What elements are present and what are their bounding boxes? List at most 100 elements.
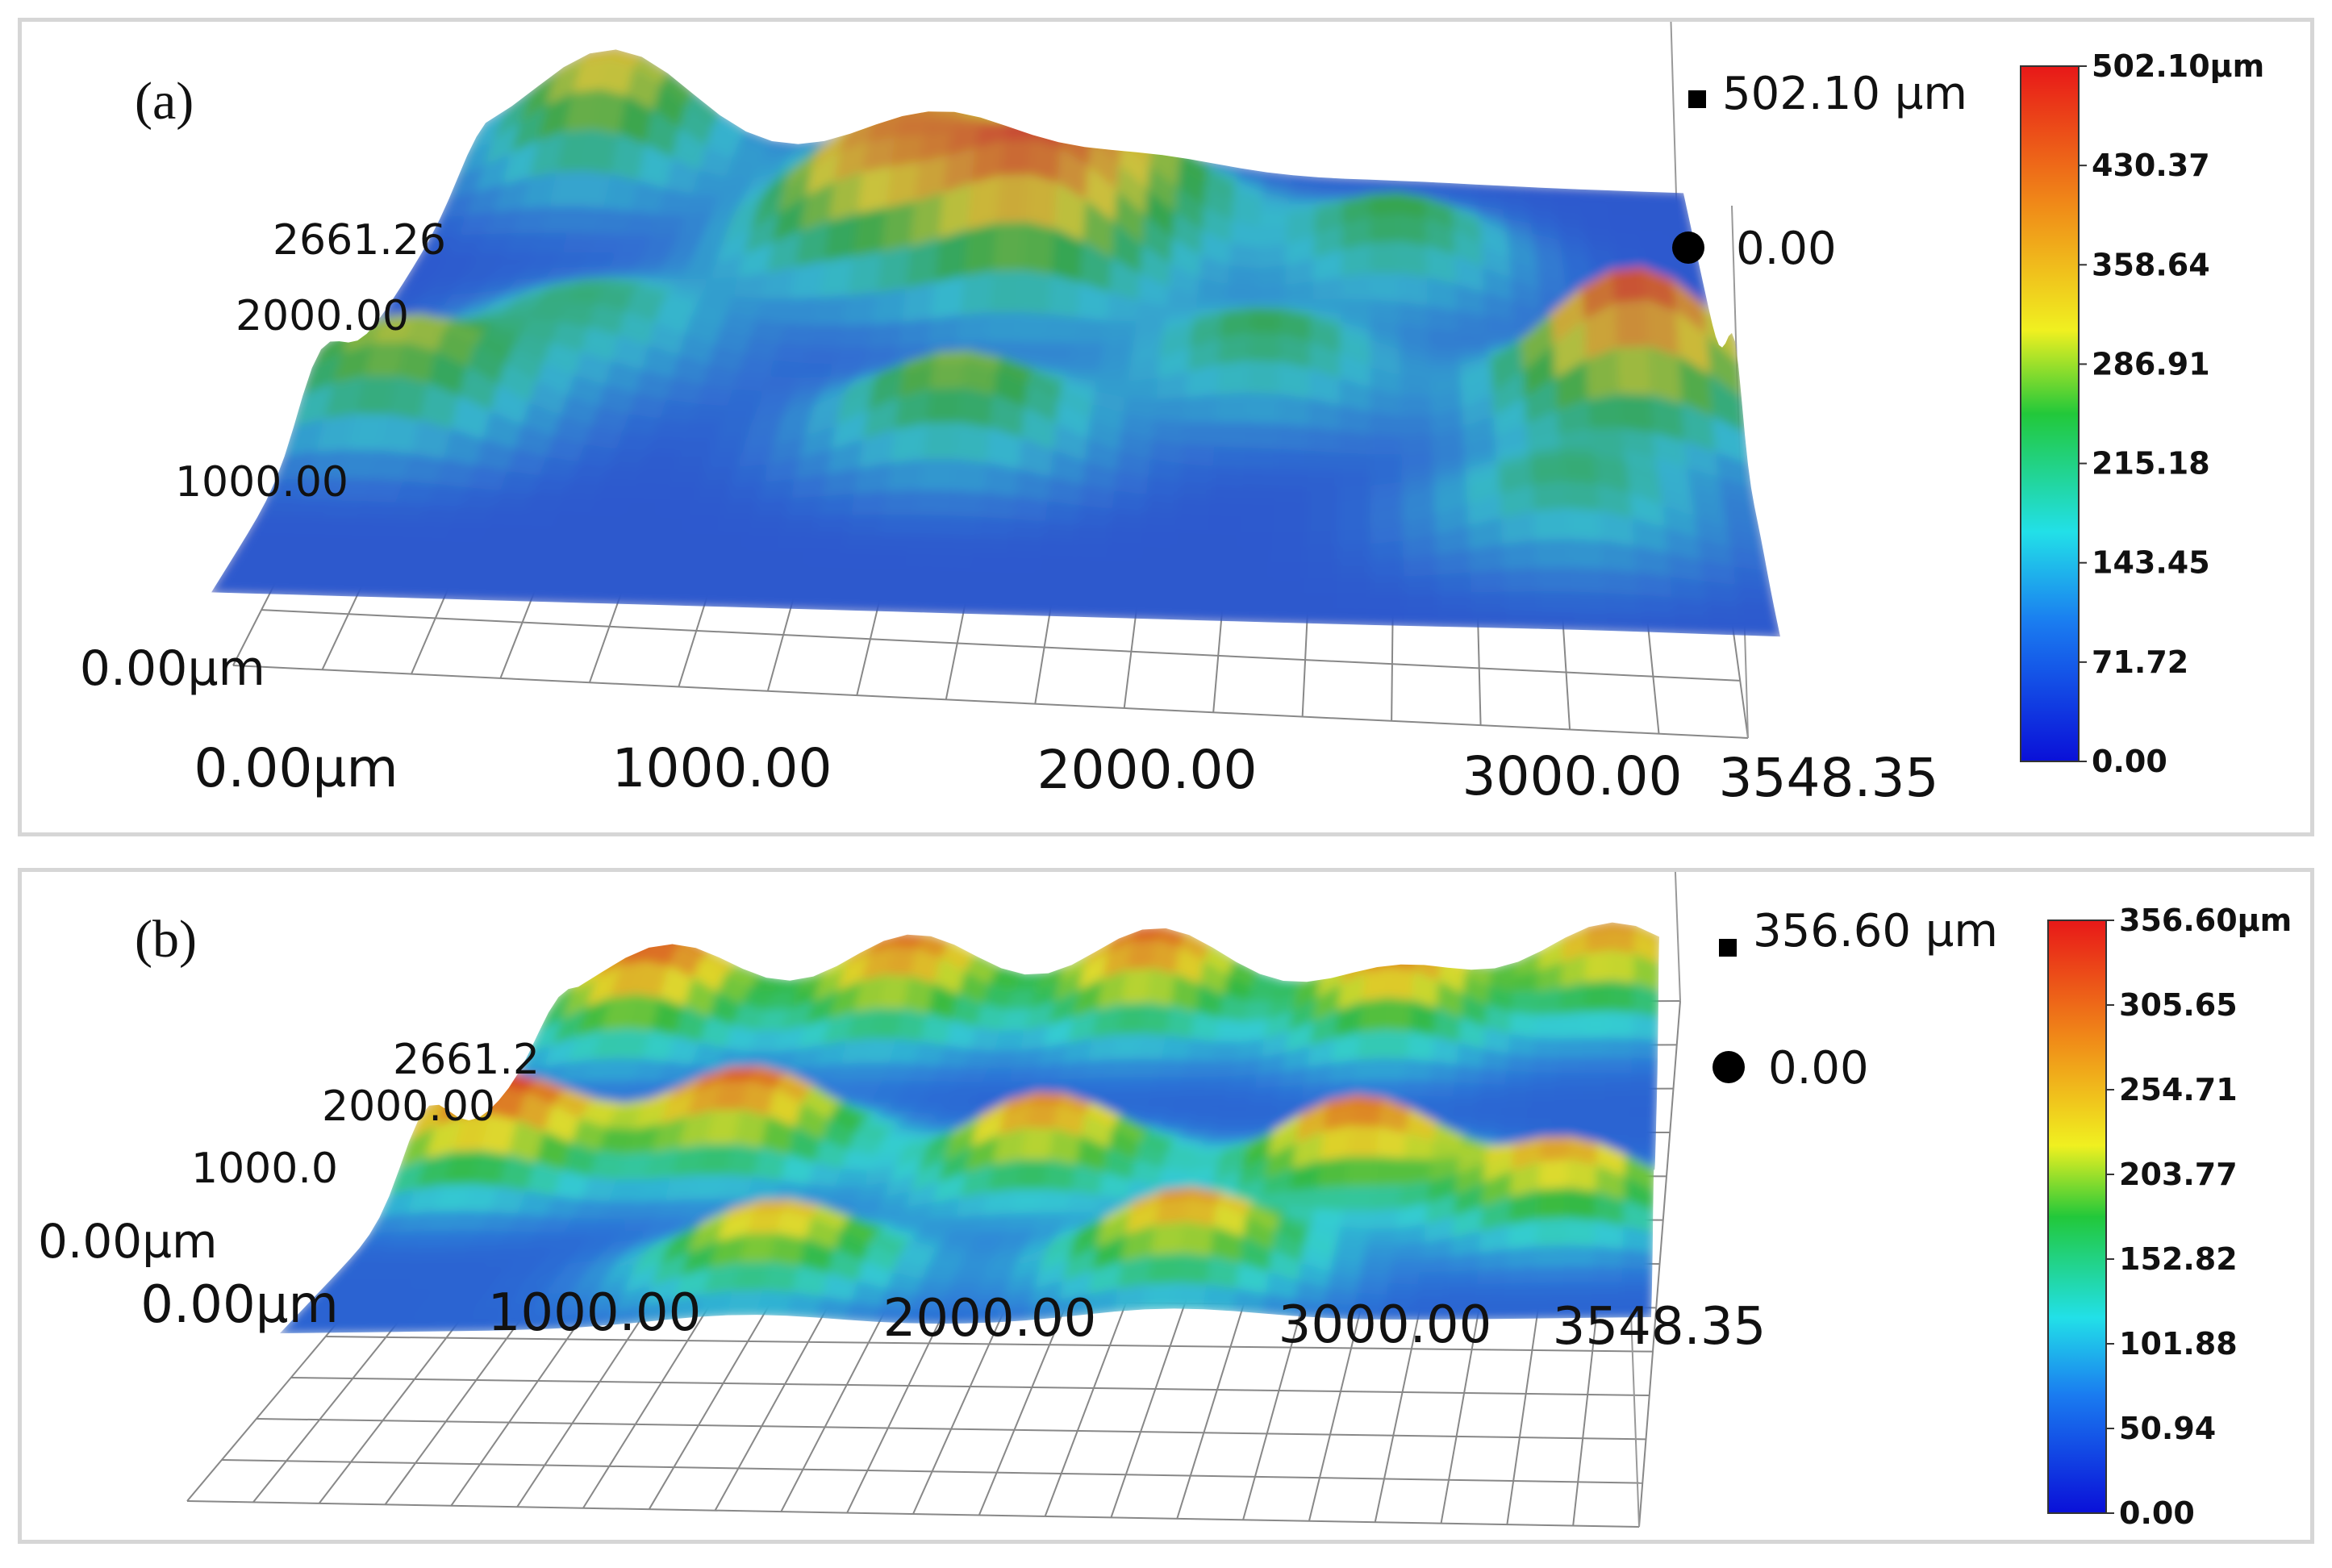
surface-cell [1098,123,1133,134]
surface-cell [1320,960,1353,976]
surface-cell [1396,952,1426,966]
colorbar-tick-label: 71.72 [2092,644,2188,680]
colorbar-tick-label: 152.82 [2119,1241,2238,1277]
grid-line [256,1418,1646,1441]
surface-cell [1416,947,1446,965]
surface-cell [1150,139,1185,157]
x-tick-label: 2000.00 [1037,739,1258,801]
surface-cell [907,96,944,106]
grid-line [290,1377,1650,1396]
surface-cell [629,934,664,947]
x-tick-label: 1000.00 [612,737,832,799]
surface-cell [887,95,920,106]
panel-label: (a) [135,72,194,131]
z-max-marker-icon [1719,939,1737,957]
surface-cell [1007,119,1045,125]
colorbar-tick-label: 143.45 [2092,545,2210,581]
x-tick-label: 3000.00 [1279,1295,1492,1355]
surface-cell [1101,128,1133,142]
y-tick-label: 0.00µm [80,640,265,697]
y-tick-label: 1000.0 [191,1145,338,1193]
surface-cell [1342,948,1375,970]
grid-line [261,609,1741,682]
panel-b: (b) 356.60 µm 0.00 2661.2 2000.00 1000.0… [18,868,2314,1544]
x-tick-label: 3548.35 [1553,1297,1767,1357]
y-tick-label: 2661.2 [393,1036,540,1084]
colorbar-tick-label: 203.77 [2119,1157,2238,1192]
x-tick-label: 3000.00 [1462,745,1683,807]
y-tick-label: 2000.00 [236,292,409,340]
surface-cell [875,102,912,118]
z-zero-marker-icon [1672,231,1704,264]
surface-cell [1093,124,1126,149]
surface-cell [1066,121,1100,127]
panel-a: (a) 502.10 µm 0.00 2661.26 2000.00 1000.… [18,18,2314,836]
surface-cell [891,94,926,111]
surface-cell [1366,944,1398,957]
z-max-label: 356.60 µm [1753,905,1998,957]
surface-cell [1018,123,1052,131]
surface-cell [1074,128,1107,140]
x-tick-label: 1000.00 [488,1283,702,1343]
surface-cell [1742,619,1780,637]
colorbar [2047,920,2107,1514]
colorbar-tick-label: 215.18 [2092,446,2210,482]
surface-cell [863,102,899,123]
grid-line [221,1459,1643,1484]
surface-cell [1014,122,1049,127]
grid-line [232,665,1749,739]
colorbar-tick-label: 101.88 [2119,1326,2238,1362]
surface-cell [1070,123,1104,131]
surface-cell [1441,954,1473,969]
colorbar [2020,65,2080,762]
surface-cell [916,95,953,103]
y-tick-label: 0.00µm [38,1214,218,1269]
z-max-marker-icon [1688,90,1706,108]
axis-line [1674,872,1681,1002]
y-tick-label: 2000.00 [322,1082,495,1131]
surface-cell [1062,121,1096,147]
surface-cell [1005,119,1042,126]
colorbar-tick-label: 356.60µm [2119,903,2292,938]
surface-cell [1093,123,1128,136]
surface-cell [914,95,946,100]
surface-cell [1043,123,1078,131]
colorbar-tick-label: 430.37 [2092,148,2210,183]
colorbar-tick-label: 0.00 [2119,1495,2195,1531]
surface-cell [1036,119,1070,124]
y-tick-label: 1000.00 [175,458,348,507]
z-max-label: 502.10 µm [1722,68,1967,120]
surface-overlay [211,49,1780,637]
surface-cell [879,95,917,112]
x-tick-label: 0.00µm [194,737,398,799]
surface-cell [1046,128,1081,139]
colorbar-tick-label: 50.94 [2119,1411,2216,1446]
surface-cell [1103,137,1136,150]
grid-line [325,1336,1654,1353]
surface-cell [1130,139,1162,154]
colorbar-tick-label: 0.00 [2092,744,2167,779]
surface-cell [1370,944,1400,958]
surface-cell [1077,136,1110,148]
colorbar-tick-label: 358.64 [2092,247,2210,282]
surface-cell [1417,946,1448,962]
surface-cell [922,101,957,114]
surface-cell [965,103,1003,118]
surface-cell [943,94,979,111]
colorbar-tick-label: 254.71 [2119,1072,2238,1107]
surface-cell [1040,121,1075,127]
surface-cell [1128,131,1160,148]
panel-label: (b) [135,910,197,969]
surface-plot-a: (a) 502.10 µm 0.00 2661.26 2000.00 1000.… [80,22,2264,809]
z-zero-label: 0.00 [1768,1042,1869,1095]
colorbar-tick-label: 286.91 [2092,346,2210,382]
surface-cell [1033,119,1069,131]
grid-line [186,1500,1640,1528]
surface-cell [938,95,976,107]
surface-cell [1394,944,1424,957]
surface-cell [860,103,894,122]
z-zero-marker-icon [1712,1051,1745,1083]
x-tick-label: 0.00µm [140,1275,339,1335]
colorbar-tick-label: 502.10µm [2092,48,2264,84]
z-zero-label: 0.00 [1736,223,1837,275]
